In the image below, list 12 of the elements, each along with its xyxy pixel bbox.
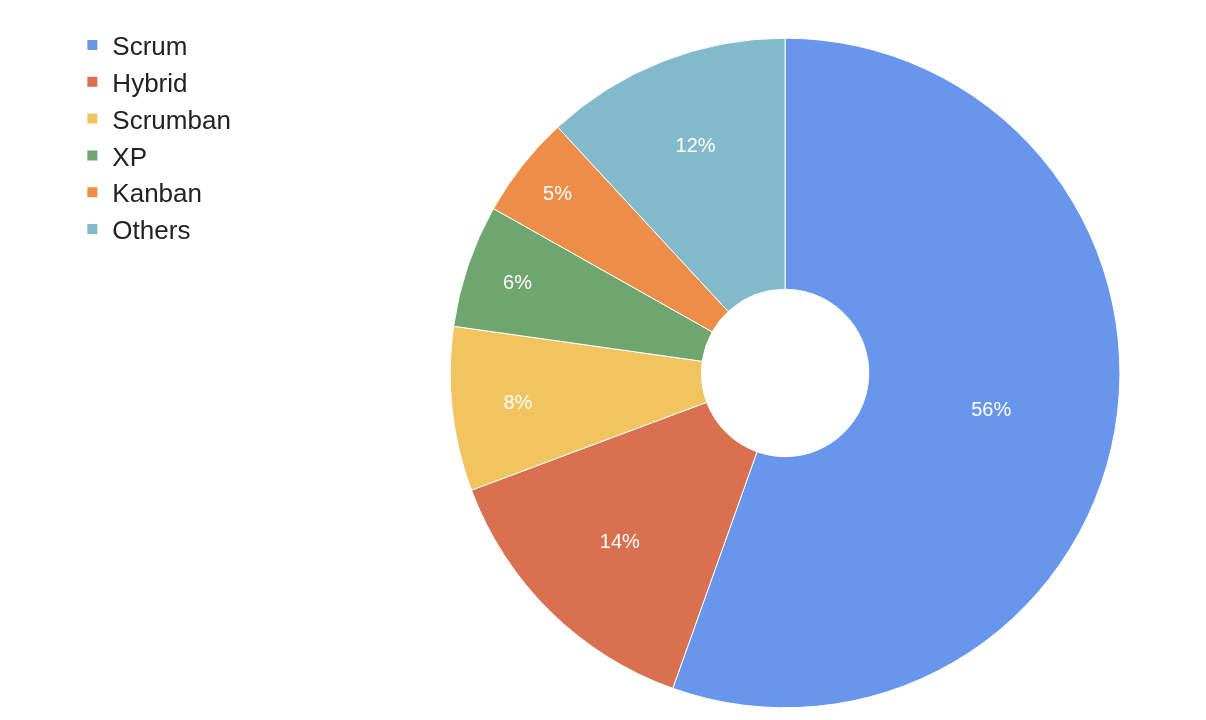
legend-label: Hybrid: [112, 67, 188, 98]
legend-label: Kanban: [112, 178, 203, 209]
data-label: 56%: [971, 397, 1012, 420]
data-label: 5%: [543, 182, 573, 205]
data-label: 6%: [503, 271, 533, 294]
legend-label: Others: [112, 215, 191, 246]
data-label: 14%: [599, 529, 641, 552]
data-label: 8%: [503, 391, 533, 414]
data-label: 12%: [675, 133, 716, 156]
legend-label: XP: [112, 141, 148, 172]
legend-label: Scrumban: [112, 104, 231, 135]
legend-label: Scrum: [112, 31, 188, 62]
